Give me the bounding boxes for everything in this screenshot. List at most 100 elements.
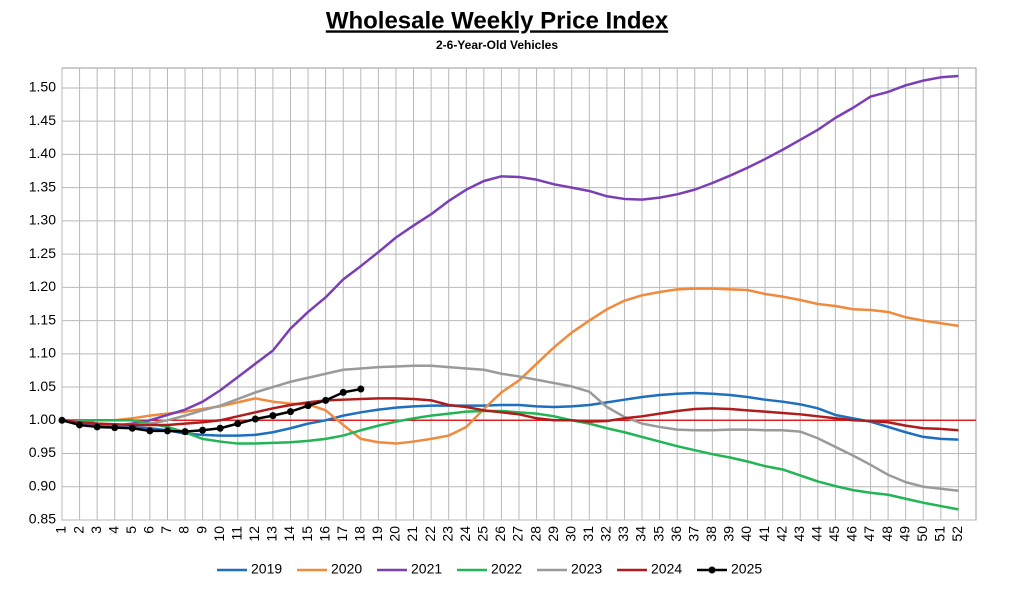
- x-tick-label: 35: [650, 526, 666, 542]
- x-tick-label: 24: [457, 526, 473, 542]
- x-tick-label: 7: [158, 526, 174, 534]
- legend-marker: [708, 566, 716, 574]
- plot: [58, 74, 976, 511]
- grid: [61, 67, 977, 521]
- series-marker: [234, 420, 242, 428]
- x-tick-label: 19: [369, 526, 385, 542]
- series-marker: [163, 427, 171, 435]
- legend-label: 2023: [571, 561, 602, 577]
- series-marker: [216, 424, 224, 432]
- x-tick-label: 25: [475, 526, 491, 542]
- legend-label: 2020: [331, 561, 362, 577]
- x-tick-label: 18: [352, 526, 368, 542]
- x-tick-label: 50: [914, 526, 930, 542]
- series-marker: [269, 412, 277, 420]
- x-tick-label: 30: [562, 526, 578, 542]
- series-line: [61, 364, 959, 492]
- series-marker: [181, 428, 189, 436]
- y-tick-label: 1.10: [29, 345, 56, 361]
- x-tick-label: 34: [633, 526, 649, 542]
- x-tick-label: 5: [123, 526, 139, 534]
- y-tick-label: 1.40: [29, 145, 56, 161]
- x-tick-label: 43: [791, 526, 807, 542]
- x-tick-label: 33: [615, 526, 631, 542]
- series-marker: [251, 415, 259, 423]
- series-marker: [93, 423, 101, 431]
- y-tick-label: 0.85: [29, 511, 56, 527]
- series-marker: [357, 385, 365, 393]
- legend-label: 2024: [651, 561, 682, 577]
- x-tick-label: 39: [721, 526, 737, 542]
- series-marker: [304, 402, 312, 410]
- x-tick-label: 42: [773, 526, 789, 542]
- x-tick-label: 1: [53, 526, 69, 534]
- x-tick-label: 9: [193, 526, 209, 534]
- x-tick-label: 6: [141, 526, 157, 534]
- x-tick-label: 36: [668, 526, 684, 542]
- x-tick-label: 46: [844, 526, 860, 542]
- series-marker: [111, 424, 119, 432]
- series-marker: [322, 396, 330, 404]
- x-tick-label: 23: [439, 526, 455, 542]
- y-tick-label: 1.00: [29, 411, 56, 427]
- series-marker: [287, 408, 294, 416]
- x-tick-label: 45: [826, 526, 842, 542]
- y-tick-label: 1.15: [29, 311, 56, 327]
- series-line: [61, 74, 959, 427]
- y-tick-label: 0.95: [29, 444, 56, 460]
- series-marker: [58, 416, 66, 424]
- y-tick-label: 0.90: [29, 477, 56, 493]
- x-tick-label: 44: [809, 526, 825, 542]
- y-tick-label: 1.25: [29, 245, 56, 261]
- legend-label: 2025: [731, 561, 762, 577]
- x-tick-label: 32: [598, 526, 614, 542]
- x-tick-label: 41: [756, 526, 772, 542]
- series-marker: [339, 388, 347, 396]
- x-tick-label: 48: [879, 526, 895, 542]
- y-tick-label: 1.05: [29, 378, 56, 394]
- x-tick-label: 28: [527, 526, 543, 542]
- x-tick-label: 8: [176, 526, 192, 534]
- y-tick-label: 1.35: [29, 178, 56, 194]
- x-tick-label: 27: [510, 526, 526, 542]
- series-line: [62, 409, 959, 511]
- legend-label: 2019: [251, 561, 282, 577]
- x-tick-label: 17: [334, 526, 350, 542]
- x-tick-label: 14: [281, 526, 297, 542]
- x-tick-label: 47: [861, 526, 877, 542]
- x-tick-label: 3: [88, 526, 104, 534]
- x-tick-label: 40: [738, 526, 754, 542]
- x-tick-label: 10: [211, 526, 227, 542]
- legend-label: 2021: [411, 561, 442, 577]
- x-tick-label: 37: [685, 526, 701, 542]
- y-tick-label: 1.30: [29, 212, 56, 228]
- legend: 2019 2020 2021 2022 2023 2024 2025: [217, 561, 762, 577]
- chart-subtitle: 2-6-Year-Old Vehicles: [436, 38, 558, 52]
- series-line: [61, 397, 959, 432]
- x-tick-label: 15: [299, 526, 315, 542]
- x-tick-label: 16: [316, 526, 332, 542]
- x-tick-label: 11: [228, 526, 244, 541]
- x-tick-label: 2: [70, 526, 86, 534]
- y-tick-label: 1.50: [29, 79, 56, 95]
- x-tick-label: 31: [580, 526, 596, 542]
- series-marker: [128, 424, 136, 432]
- x-tick-label: 13: [264, 526, 280, 542]
- x-tick-label: 52: [949, 526, 965, 542]
- legend-label: 2022: [491, 561, 522, 577]
- x-tick-label: 20: [387, 526, 403, 542]
- series-line: [62, 391, 959, 441]
- y-tick-label: 1.20: [29, 278, 56, 294]
- series-marker: [146, 427, 154, 435]
- x-tick-label: 29: [545, 526, 561, 542]
- x-tick-label: 4: [105, 526, 121, 534]
- series-marker: [199, 426, 207, 434]
- x-tick-label: 21: [404, 526, 420, 542]
- x-tick-label: 49: [896, 526, 912, 542]
- x-tick-label: 22: [422, 526, 438, 542]
- x-tick-label: 12: [246, 526, 262, 542]
- x-tick-label: 38: [703, 526, 719, 542]
- chart-title: Wholesale Weekly Price Index: [326, 7, 669, 34]
- x-tick-label: 51: [932, 526, 948, 542]
- x-tick-label: 26: [492, 526, 508, 542]
